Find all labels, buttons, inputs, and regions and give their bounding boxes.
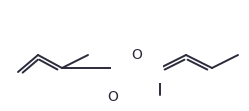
Text: O: O	[108, 90, 119, 104]
Text: O: O	[131, 48, 142, 62]
